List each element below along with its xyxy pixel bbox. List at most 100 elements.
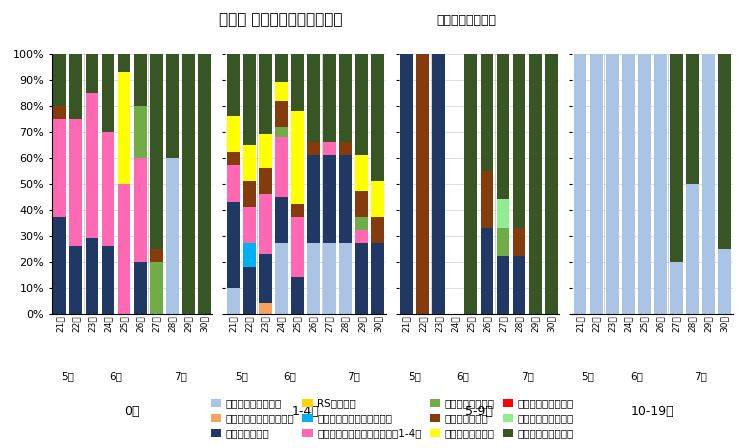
Text: 7月: 7月 xyxy=(174,371,186,381)
Bar xyxy=(259,254,272,303)
Bar xyxy=(259,54,272,134)
Bar xyxy=(638,54,650,314)
Bar xyxy=(86,93,98,238)
Text: 6月: 6月 xyxy=(630,371,643,381)
Text: 6月: 6月 xyxy=(283,371,296,381)
Bar xyxy=(70,246,82,314)
Bar xyxy=(497,256,509,314)
Bar xyxy=(355,217,368,230)
Bar xyxy=(149,54,163,249)
Text: 0歳: 0歳 xyxy=(124,405,140,418)
Bar xyxy=(686,54,699,184)
Bar xyxy=(227,202,240,288)
Bar xyxy=(702,54,715,314)
Bar xyxy=(149,249,163,262)
Bar xyxy=(355,230,368,243)
Bar xyxy=(670,262,683,314)
Bar xyxy=(101,246,115,314)
Bar xyxy=(227,54,240,116)
Bar xyxy=(307,142,320,155)
Bar xyxy=(243,267,256,314)
Bar xyxy=(323,155,336,243)
Bar xyxy=(355,54,368,155)
Bar xyxy=(480,228,494,314)
Bar xyxy=(291,277,304,314)
Text: 7月: 7月 xyxy=(521,371,534,381)
Bar xyxy=(355,191,368,217)
Bar xyxy=(259,168,272,194)
Text: 5月: 5月 xyxy=(582,371,594,381)
Bar xyxy=(291,204,304,217)
Bar xyxy=(371,181,384,217)
Bar xyxy=(243,181,256,207)
Bar xyxy=(53,54,67,106)
Bar xyxy=(198,54,211,314)
Bar xyxy=(590,54,602,314)
Text: 10-19歳: 10-19歳 xyxy=(630,405,674,418)
Text: 7月: 7月 xyxy=(694,371,707,381)
Bar xyxy=(86,54,98,93)
Bar xyxy=(371,243,384,314)
Bar xyxy=(53,106,67,119)
Bar xyxy=(70,54,82,119)
Bar xyxy=(275,54,288,82)
Text: 年齢別 病原体検出割合の推移: 年齢別 病原体検出割合の推移 xyxy=(220,12,343,27)
Bar xyxy=(307,155,320,243)
Bar xyxy=(134,262,147,314)
Text: 5月: 5月 xyxy=(61,371,74,381)
Bar xyxy=(275,243,288,314)
Bar xyxy=(528,54,542,314)
Bar xyxy=(497,199,509,228)
Bar xyxy=(166,54,178,158)
Bar xyxy=(513,256,525,314)
Bar xyxy=(339,142,352,155)
Bar xyxy=(480,171,494,228)
Bar xyxy=(355,155,368,191)
Bar xyxy=(134,158,147,262)
Bar xyxy=(227,152,240,165)
Text: 5-9歳: 5-9歳 xyxy=(465,405,493,418)
Bar xyxy=(371,217,384,243)
Bar xyxy=(497,228,509,256)
Bar xyxy=(291,217,304,277)
Text: 6月: 6月 xyxy=(110,371,122,381)
Bar xyxy=(718,54,731,249)
Bar xyxy=(606,54,619,314)
Bar xyxy=(480,54,494,171)
Bar xyxy=(149,262,163,314)
Bar xyxy=(339,243,352,314)
Bar xyxy=(275,82,288,100)
Bar xyxy=(670,54,683,262)
Text: 6月: 6月 xyxy=(457,371,469,381)
Bar xyxy=(400,54,413,314)
Text: 7月: 7月 xyxy=(347,371,360,381)
Bar xyxy=(243,145,256,181)
Bar xyxy=(417,54,429,314)
Bar xyxy=(70,119,82,246)
Bar xyxy=(323,142,336,155)
Bar xyxy=(53,119,67,217)
Bar xyxy=(323,243,336,314)
Bar xyxy=(307,243,320,314)
Bar xyxy=(166,158,178,314)
Bar xyxy=(718,249,731,314)
Text: 1-4歳: 1-4歳 xyxy=(292,405,320,418)
Bar xyxy=(259,303,272,314)
Bar xyxy=(371,54,384,181)
Bar xyxy=(227,165,240,202)
Bar xyxy=(307,54,320,142)
Bar xyxy=(259,194,272,254)
Bar xyxy=(53,217,67,314)
Bar xyxy=(118,184,130,314)
Bar xyxy=(243,243,256,267)
Bar xyxy=(323,54,336,142)
Bar xyxy=(513,54,525,228)
Bar xyxy=(465,54,477,314)
Bar xyxy=(227,116,240,152)
Text: 5月: 5月 xyxy=(408,371,421,381)
Bar xyxy=(182,54,195,314)
Bar xyxy=(339,54,352,142)
Bar xyxy=(291,111,304,204)
Text: （不検出を除く）: （不検出を除く） xyxy=(436,14,497,27)
Bar xyxy=(686,184,699,314)
